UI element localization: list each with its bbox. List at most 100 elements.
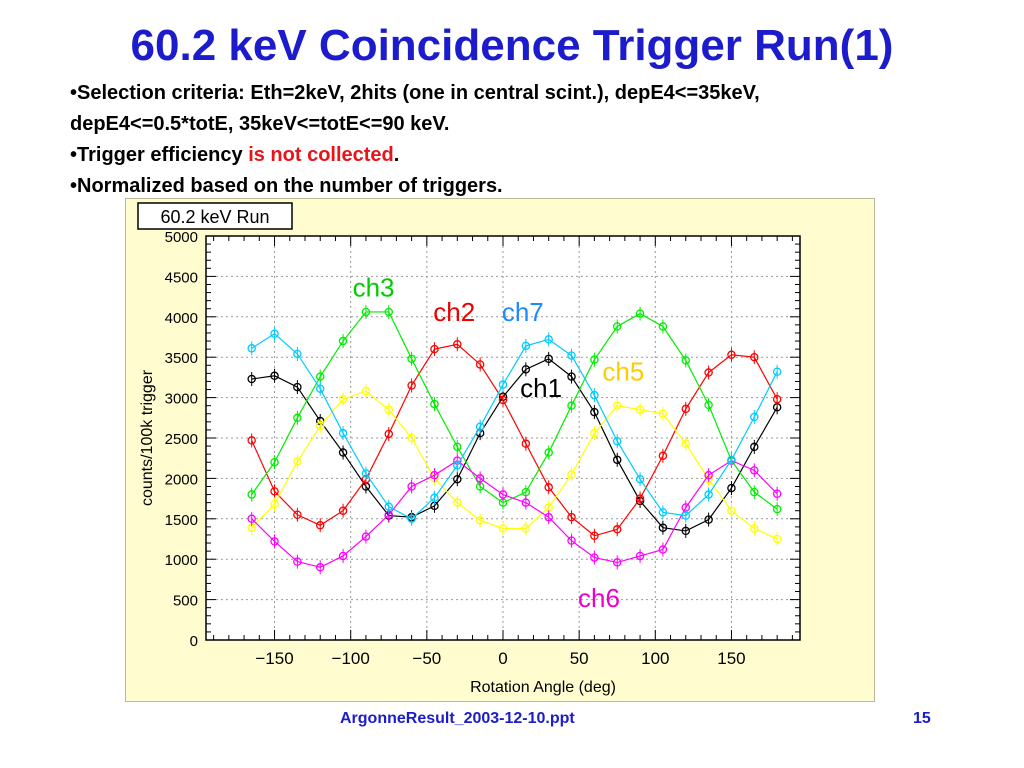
data-point [315,421,325,431]
data-point [727,350,736,360]
x-axis-label: Rotation Angle (deg) [470,679,616,696]
series-line-ch2 [251,343,778,537]
data-point [544,483,553,492]
data-point [338,336,348,346]
data-point [612,322,622,331]
data-point [681,511,691,520]
data-point [681,439,691,448]
series-annotation-ch1: ch1 [520,373,562,403]
data-point [407,381,416,390]
data-point [772,534,782,544]
data-point [612,436,622,446]
x-tick-label: −100 [332,649,370,668]
data-point [384,502,394,511]
data-point [567,536,576,545]
y-tick-label: 500 [173,593,198,610]
data-point [430,470,439,480]
x-tick-label: 150 [717,649,745,668]
bullet-text: . [393,144,400,166]
data-point [498,395,508,405]
data-point [521,524,531,533]
data-point [704,400,713,410]
data-point [658,451,668,461]
data-point [567,372,576,381]
data-point [521,498,531,507]
data-point [567,351,576,360]
bullet-text: depE4<=0.5*totE, 35keV<=totE<=90 keV. [70,113,450,135]
data-point [293,557,302,566]
data-point [270,500,279,509]
data-point [544,354,553,364]
data-point [498,524,508,533]
data-point [270,329,279,339]
x-tick-label: 0 [498,649,507,668]
data-point [361,532,371,541]
y-tick-label: 4000 [165,310,198,327]
data-point [293,457,302,466]
y-tick-label: 3000 [165,391,198,408]
data-point [658,322,668,331]
y-tick-label: 3500 [165,350,198,367]
data-point [590,553,599,562]
data-point [315,521,325,530]
chart-title-box [137,202,293,230]
data-point [475,360,485,369]
data-point [521,341,531,351]
data-point [727,483,736,493]
plot-frame: −150 −100 −50 0 50 100 150 0 500 1000 1500 2000 2500… [125,198,875,702]
data-point [521,365,531,374]
data-point [384,429,394,439]
series-annotation-ch7: ch7 [502,297,544,327]
data-point [430,399,439,409]
data-point [361,469,371,478]
data-point [681,356,691,365]
data-point [658,523,668,532]
data-point [612,525,622,534]
data-point [635,474,645,484]
bullet-text: •Selection criteria: Eth=2keV, 2hits (on… [70,82,760,104]
data-point [338,506,348,515]
data-point [772,394,782,404]
data-point [612,401,622,410]
data-point [430,493,439,503]
data-point [544,335,553,344]
data-point [407,482,416,491]
series-annotation-ch6: ch6 [578,583,620,613]
data-point [247,514,256,524]
data-point [407,354,416,364]
data-point [293,413,302,423]
footer-filename: ArgonneResult_2003-12-10.ppt [340,710,575,727]
data-point [384,307,394,317]
x-tick-label: −50 [412,649,441,668]
data-point [750,412,759,422]
data-point [315,384,325,393]
data-point [338,551,348,561]
data-point [315,372,325,381]
data-point [727,455,736,465]
data-point [475,422,485,431]
series-line-ch7 [251,333,778,520]
chart: −150 −100 −50 0 50 100 15005001000150020002500… [137,202,801,696]
data-point [270,537,279,546]
data-point [338,448,348,457]
data-point [453,442,462,452]
bullet-text: is not collected [248,144,394,166]
data-point [704,490,713,499]
y-axis-label: counts/100k trigger [139,369,156,506]
x-tick-label: 100 [641,649,669,668]
bullet-line: depE4<=0.5*totE, 35keV<=totE<=90 keV. [70,109,970,140]
y-tick-label: 5000 [165,229,198,246]
series-annotation-ch2: ch2 [433,297,475,327]
data-point [407,514,416,524]
data-point [361,386,371,396]
data-point [270,487,279,496]
data-point [750,487,759,497]
data-point [361,307,371,317]
data-point [293,349,302,359]
data-point [247,490,256,499]
data-point [247,374,256,384]
data-point [498,380,508,389]
bullet-line: •Selection criteria: Eth=2keV, 2hits (on… [70,78,970,109]
data-point [567,470,576,479]
data-point [315,563,325,572]
